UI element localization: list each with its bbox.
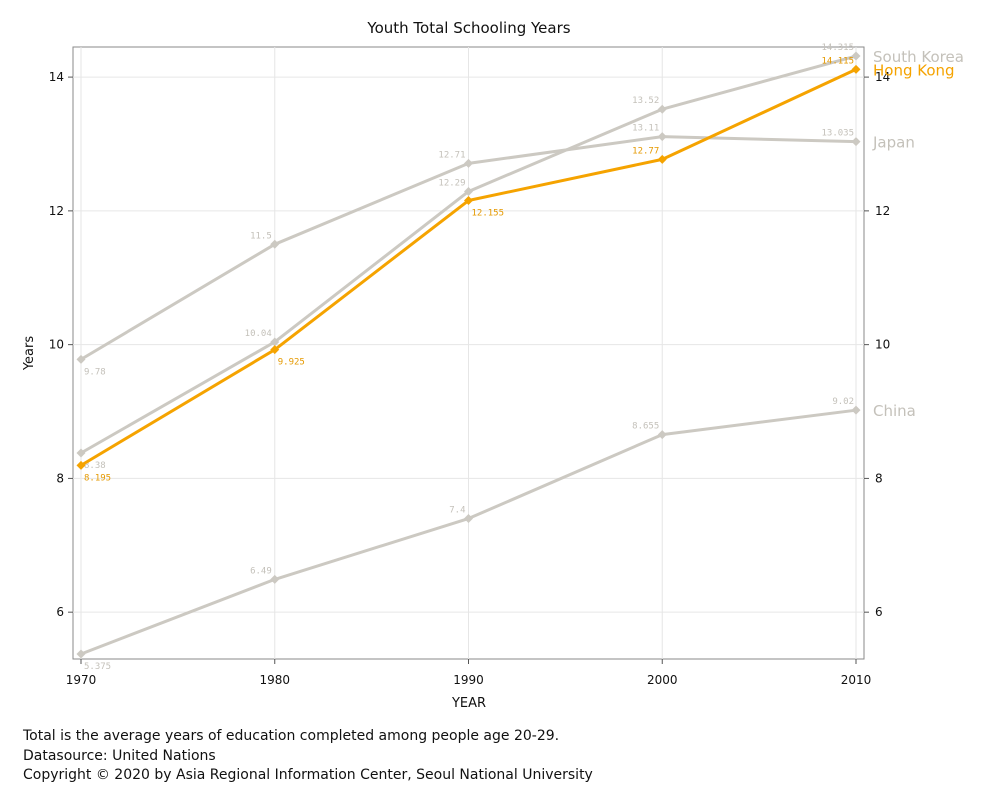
data-point-marker (464, 186, 473, 196)
series-name-label: Hong Kong (873, 61, 955, 79)
series-japan: 9.78 11.5 12.71 13.11 13.035 Japan (76, 124, 915, 377)
series-name-label: Japan (872, 134, 915, 152)
y-tick-label-left: 10 (49, 338, 64, 352)
footnote-definition: Total is the average years of education … (23, 728, 560, 744)
y-tick-label-right: 6 (875, 605, 883, 619)
footnote-datasource: Datasource: United Nations (23, 747, 216, 764)
data-point-marker (851, 137, 861, 147)
data-label: 14.115 (821, 56, 854, 66)
data-label: 9.02 (832, 397, 854, 407)
x-tick-label: 1970 (66, 673, 97, 687)
data-label: 12.29 (438, 178, 465, 188)
data-label: 9.78 (84, 367, 106, 377)
footnote-copyright: Copyright © 2020 by Asia Regional Inform… (23, 767, 593, 783)
data-label: 8.195 (84, 473, 111, 483)
y-tick-label-right: 12 (875, 204, 890, 218)
data-label: 13.035 (821, 129, 854, 139)
data-point-marker (657, 430, 667, 440)
series-name-label: China (873, 402, 916, 420)
series-name-label: South Korea (873, 48, 964, 66)
series-south-korea: 8.38 10.04 12.29 13.52 14.315 South Korea (76, 43, 964, 471)
series-group: 8.38 10.04 12.29 13.52 14.315 South Korea 9.78… (76, 43, 964, 672)
y-tick-label-left: 8 (56, 471, 64, 485)
data-point-marker (76, 649, 86, 659)
data-point-marker (270, 574, 280, 584)
chart-title: Youth Total Schooling Years (366, 19, 570, 37)
series-china: 5.375 6.49 7.4 8.655 9.02 China (76, 397, 916, 672)
footnotes: Total is the average years of education … (23, 727, 593, 786)
data-label: 6.49 (250, 566, 272, 576)
data-label: 14.315 (821, 43, 854, 53)
y-tick-label-left: 14 (49, 70, 64, 84)
data-point-marker (657, 132, 667, 142)
x-tick-label: 1990 (453, 673, 484, 687)
data-label: 12.155 (472, 209, 505, 219)
data-label: 8.38 (84, 461, 106, 471)
data-point-marker (76, 354, 86, 364)
y-tick-label-left: 12 (49, 204, 64, 218)
data-label: 11.5 (250, 231, 272, 241)
data-point-marker (270, 337, 280, 347)
series-hong-kong: 8.195 9.925 12.155 12.77 14.115 Hong Kong (76, 56, 955, 483)
data-point-marker (76, 460, 86, 470)
x-tick-label: 2000 (647, 673, 678, 687)
axes: 6 6 8 8 10 10 12 12 14 14 1970 1980 1990 2000 2010 (49, 70, 891, 687)
data-point-marker (851, 405, 861, 415)
data-point-marker (851, 64, 861, 74)
data-label: 12.71 (438, 150, 465, 160)
data-point-marker (76, 448, 86, 458)
y-tick-label-right: 8 (875, 471, 883, 485)
data-point-marker (464, 196, 473, 206)
data-label: 8.655 (632, 422, 659, 432)
y-tick-label-right: 14 (875, 70, 890, 84)
x-tick-label: 2010 (841, 673, 872, 687)
gridlines (73, 47, 864, 659)
x-axis-title: YEAR (451, 696, 486, 711)
y-tick-label-right: 10 (875, 338, 890, 352)
data-label: 12.77 (632, 146, 659, 156)
data-point-marker (270, 239, 280, 249)
data-label: 13.11 (632, 124, 659, 134)
data-point-marker (657, 104, 667, 114)
data-point-marker (270, 345, 280, 355)
data-point-marker (657, 154, 667, 164)
data-label: 9.925 (278, 358, 305, 368)
data-label: 13.52 (632, 96, 659, 106)
y-axis-title: Years (22, 336, 37, 372)
x-tick-label: 1980 (259, 673, 290, 687)
y-tick-label-left: 6 (56, 605, 64, 619)
data-label: 10.04 (245, 329, 272, 339)
data-point-marker (464, 158, 473, 168)
data-point-marker (851, 51, 861, 61)
data-label: 7.4 (449, 506, 465, 516)
data-label: 5.375 (84, 662, 111, 672)
data-point-marker (464, 514, 473, 524)
